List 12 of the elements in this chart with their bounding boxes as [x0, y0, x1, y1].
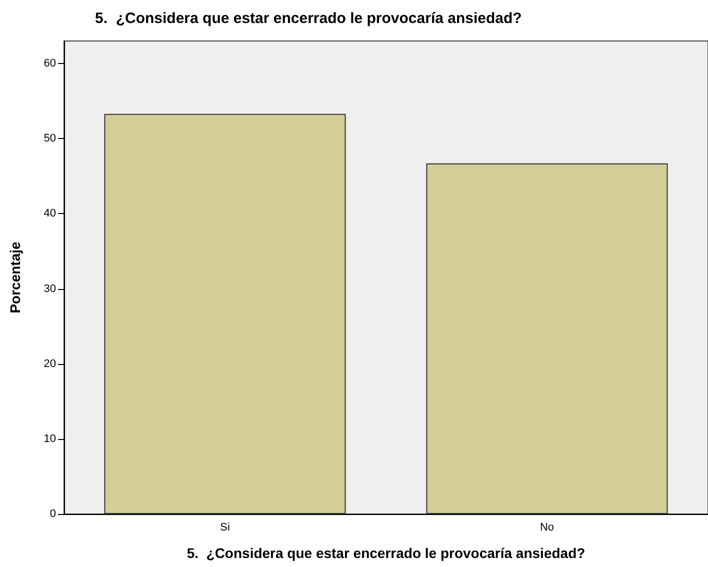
x-axis-title: 5. ¿Considera que estar encerrado le provocaría ansiedad?	[186, 545, 586, 561]
x-tick-label: Si	[220, 522, 230, 534]
chart-title: 5. ¿Considera que estar encerrado le provocaría ansiedad?	[95, 10, 522, 27]
y-tick-label: 50	[44, 132, 56, 145]
y-axis-title: Porcentaje	[7, 241, 23, 314]
y-tick-label: 30	[44, 282, 56, 295]
y-tick-label: 60	[44, 58, 56, 70]
y-tick-label: 40	[44, 208, 56, 220]
y-tick-label: 0	[50, 508, 56, 520]
x-tick-label: No	[540, 522, 554, 534]
y-tick-label: 10	[44, 432, 56, 445]
y-tick-label: 20	[44, 358, 56, 370]
